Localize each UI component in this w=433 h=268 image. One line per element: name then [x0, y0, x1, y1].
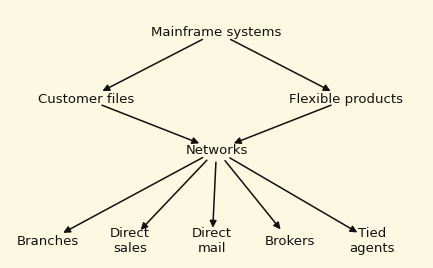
Text: Tied
agents: Tied agents — [349, 227, 395, 255]
Text: Networks: Networks — [185, 144, 248, 157]
Text: Brokers: Brokers — [265, 235, 315, 248]
Text: Direct
mail: Direct mail — [192, 227, 232, 255]
Text: Flexible products: Flexible products — [289, 93, 404, 106]
Text: Customer files: Customer files — [39, 93, 135, 106]
Text: Direct
sales: Direct sales — [110, 227, 150, 255]
Text: Mainframe systems: Mainframe systems — [151, 26, 282, 39]
Text: Branches: Branches — [16, 235, 79, 248]
